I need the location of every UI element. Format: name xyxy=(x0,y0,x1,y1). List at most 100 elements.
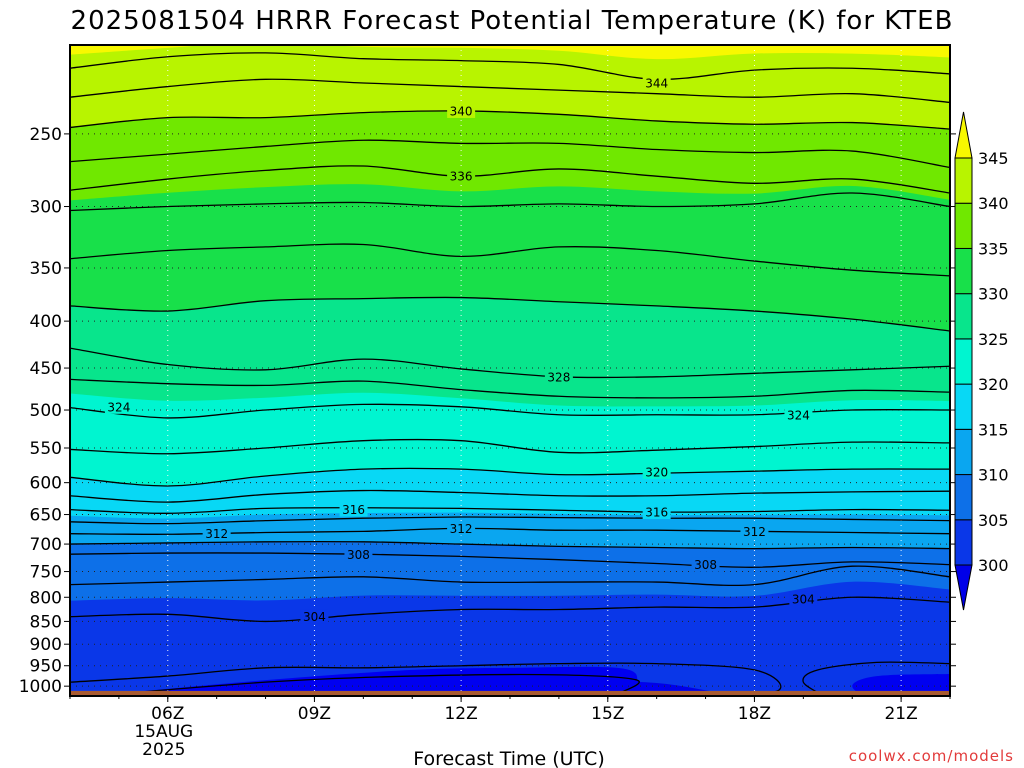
colorbar-label: 340 xyxy=(978,194,1009,213)
grid-lines xyxy=(70,45,950,696)
x-tick-label: 15Z xyxy=(591,704,624,724)
isentrope-344 xyxy=(70,52,950,81)
credit-text: coolwx.com/models xyxy=(849,747,1014,765)
contour-label: 340 xyxy=(450,104,473,118)
isentrope-328 xyxy=(70,347,950,379)
contour-label-bg xyxy=(642,75,671,90)
terrain-strip xyxy=(70,690,950,696)
colorbar-extend-top xyxy=(954,111,973,159)
contour-label: 304 xyxy=(792,592,815,606)
colorbar-label: 315 xyxy=(978,420,1009,439)
isentrope-308 xyxy=(70,552,950,568)
colorbar-swatch xyxy=(954,293,973,340)
contour-label: 316 xyxy=(645,506,668,520)
contour-label-bg xyxy=(104,399,133,414)
colorbar-label: 335 xyxy=(978,239,1009,258)
isentrope-318 xyxy=(70,489,950,503)
colorbar-swatch xyxy=(954,338,973,385)
isentrope-326 xyxy=(70,378,950,399)
isentrope-302-east xyxy=(802,661,950,696)
colorbar-label: 330 xyxy=(978,285,1009,304)
x-tick-label: 12Z xyxy=(444,704,477,724)
colorbar-label: 310 xyxy=(978,466,1009,485)
contour-label-bg xyxy=(642,505,671,520)
isentrope-340 xyxy=(70,110,950,130)
isentrope-316 xyxy=(70,507,950,514)
colorbar-label: 305 xyxy=(978,511,1009,530)
colorbar-swatch xyxy=(954,519,973,566)
colorbar-extend-bottom xyxy=(954,564,973,611)
x-tick-label: 09Z xyxy=(298,704,331,724)
x-tick-label: 18Z xyxy=(738,704,771,724)
contour-label: 328 xyxy=(547,370,570,384)
colorbar-label: 320 xyxy=(978,375,1009,394)
y-tick-label: 350 xyxy=(30,259,62,279)
isentrope-334 xyxy=(70,192,950,212)
contour-label: 344 xyxy=(645,76,668,90)
y-tick-label: 800 xyxy=(30,588,62,608)
y-tick-label: 950 xyxy=(30,657,62,677)
contour-label: 324 xyxy=(787,408,810,422)
contour-label: 312 xyxy=(450,522,473,536)
isentrope-342 xyxy=(70,78,950,104)
x-tick-label: 21Z xyxy=(884,704,917,724)
isentrope-336 xyxy=(70,165,950,194)
contour-label: 320 xyxy=(645,465,668,479)
contour-label: 324 xyxy=(107,400,130,414)
y-tick-label: 500 xyxy=(30,401,62,421)
x-axis-label: Forecast Time (UTC) xyxy=(413,748,604,768)
colorbar: 300 305 310 315 320 325 330 335 340 345 xyxy=(954,111,1009,611)
contour-label: 312 xyxy=(205,527,228,541)
colorbar-label: 345 xyxy=(978,149,1009,168)
contour-label-bg xyxy=(344,547,373,562)
colorbar-swatch xyxy=(954,428,973,476)
y-tick-label: 900 xyxy=(30,635,62,655)
isentrope-300 xyxy=(85,673,640,696)
contour-label-bg xyxy=(691,557,720,572)
isentrope-322 xyxy=(70,438,950,455)
colorbar-swatch xyxy=(954,202,973,249)
colorbar-swatch xyxy=(954,383,973,430)
y-tick-label: 550 xyxy=(30,439,62,459)
color-fill-bands xyxy=(70,45,950,696)
isentrope-306 xyxy=(70,565,950,587)
pressure-axis: 250 300 350 400 450 500 550 600 650 700 750 800 850 9… xyxy=(19,125,956,697)
isentrope-302 xyxy=(70,662,782,696)
fill-band-above-345 xyxy=(70,45,950,60)
contour-label-bg xyxy=(447,169,476,184)
fill-band-above-340 xyxy=(70,45,950,130)
contour-label-bg xyxy=(642,464,671,479)
isentrope-lines xyxy=(70,52,950,696)
isentrope-314 xyxy=(70,516,950,525)
isentrope-330 xyxy=(70,296,950,332)
isentrope-332 xyxy=(70,243,950,277)
contour-label-bg xyxy=(544,369,573,384)
y-tick-label: 700 xyxy=(30,535,62,555)
x-tick-date: 2025 xyxy=(142,740,185,760)
contour-label: 308 xyxy=(347,548,370,562)
y-tick-label: 650 xyxy=(30,506,62,526)
colorbar-label: 325 xyxy=(978,330,1009,349)
colorbar-swatch xyxy=(954,157,973,204)
contour-label-bg xyxy=(300,609,329,624)
contour-label: 308 xyxy=(694,558,717,572)
y-tick-label: 250 xyxy=(30,125,62,145)
contour-label-bg xyxy=(339,502,368,517)
contour-label: 312 xyxy=(743,525,766,539)
y-tick-label: 750 xyxy=(30,563,62,583)
contour-label-bg xyxy=(202,526,231,541)
contour-label-bg xyxy=(784,407,813,422)
contour-label: 336 xyxy=(450,170,473,184)
chart-title: 2025081504 HRRR Forecast Potential Tempe… xyxy=(71,6,954,36)
isentrope-310 xyxy=(70,540,950,550)
contour-label-bg xyxy=(789,591,818,606)
isentrope-338 xyxy=(70,139,950,169)
contour-label-bg xyxy=(447,521,476,536)
plot-area: 344 340 336 328 324 324 320 316 316 312 312 312 308 3… xyxy=(70,45,950,696)
y-tick-label: 300 xyxy=(30,198,62,218)
y-tick-label: 600 xyxy=(30,474,62,494)
x-tick-date: 15AUG xyxy=(134,722,193,742)
y-tick-label: 850 xyxy=(30,612,62,632)
